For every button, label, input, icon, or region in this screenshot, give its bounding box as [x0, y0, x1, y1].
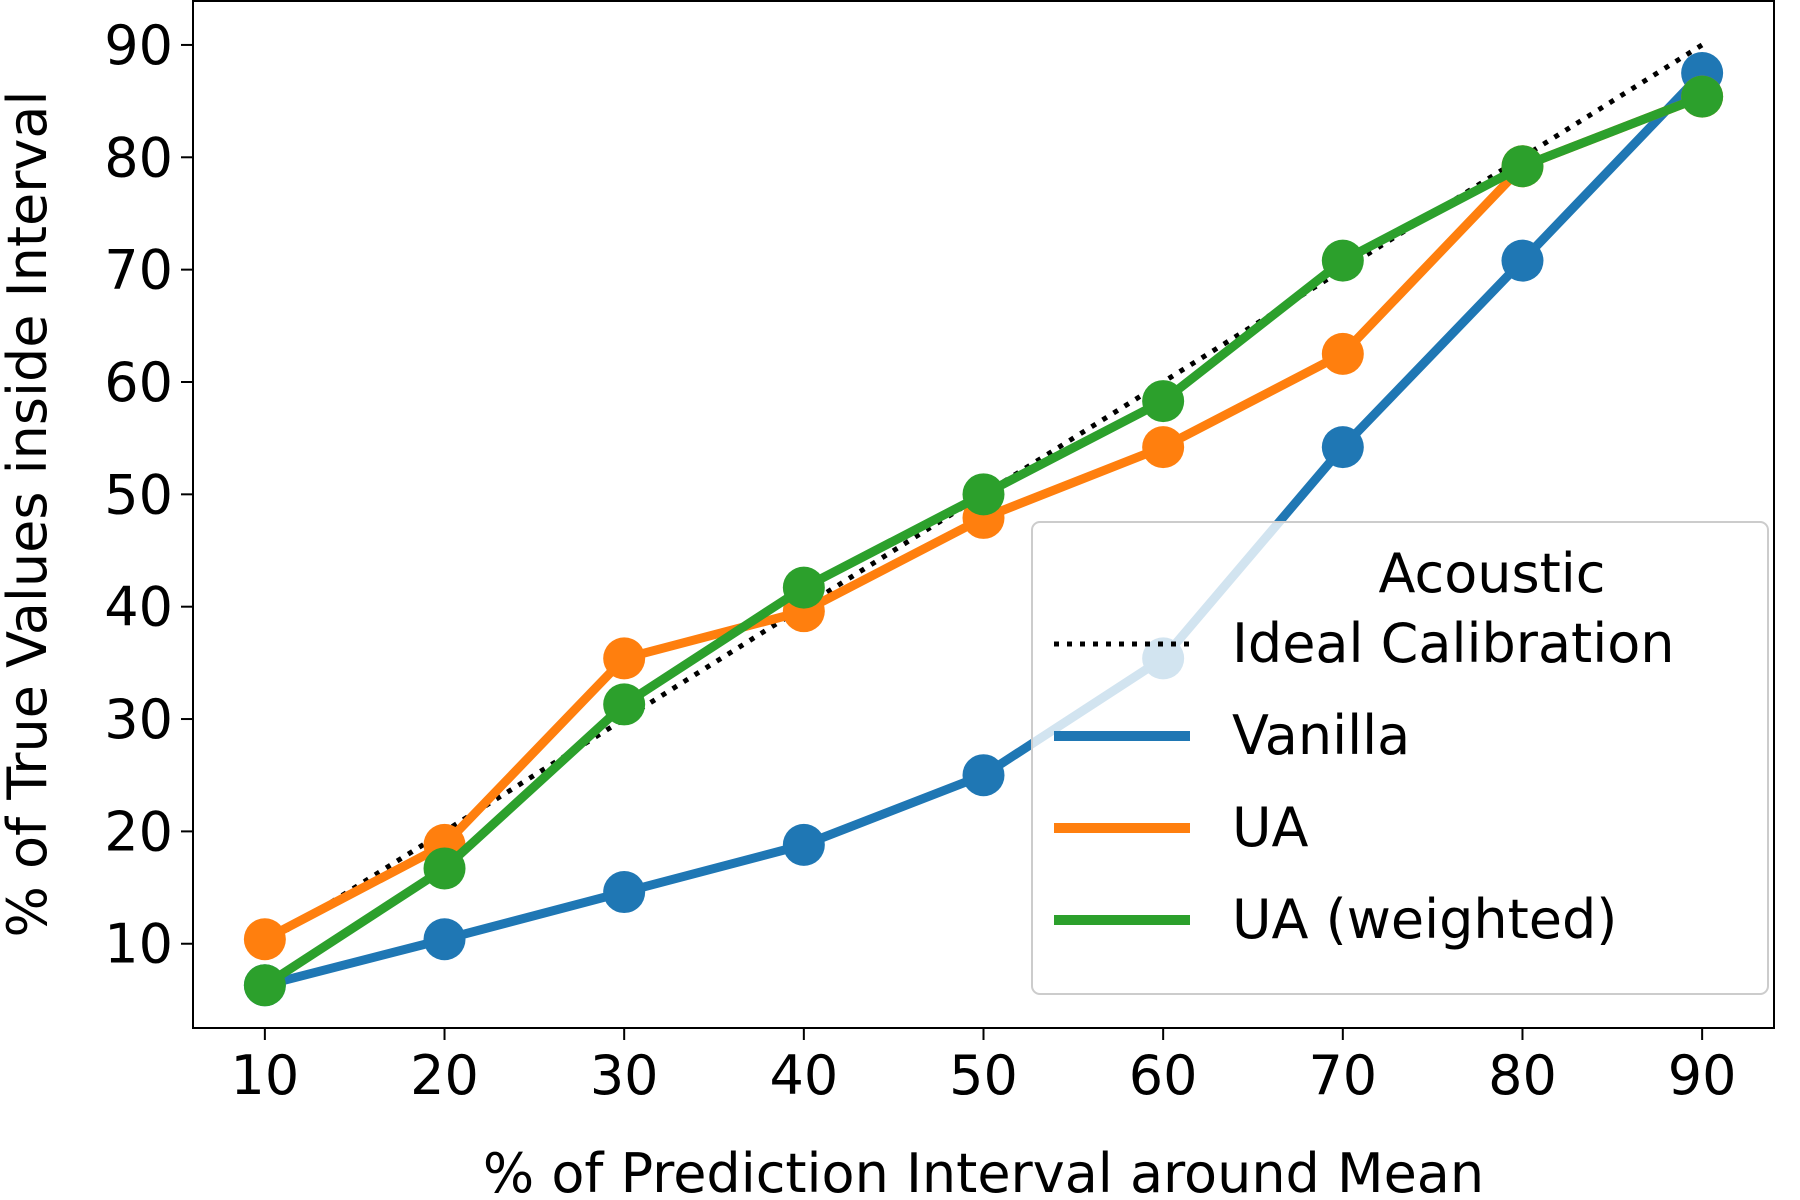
x-tick-label: 30	[590, 1044, 659, 1107]
data-point	[1501, 239, 1544, 282]
x-tick-label: 60	[1129, 1044, 1198, 1107]
data-point	[1321, 426, 1364, 469]
legend-entry: UA (weighted)	[1054, 888, 1617, 951]
x-tick-label: 80	[1488, 1044, 1557, 1107]
y-tick-label: 30	[104, 688, 173, 751]
legend-entry: Vanilla	[1054, 704, 1410, 767]
y-tick-label: 40	[104, 576, 173, 639]
data-point	[962, 473, 1005, 516]
data-point	[603, 871, 646, 914]
data-point	[1321, 239, 1364, 282]
legend-items: Ideal Calibration Vanilla UA UA (weighted)	[1054, 612, 1675, 951]
y-axis-ticks: 10 20 30 40 50 60 70 80 90	[104, 14, 193, 976]
legend-label: UA (weighted)	[1232, 888, 1617, 951]
data-point	[243, 964, 286, 1007]
data-point	[243, 918, 286, 961]
y-tick-label: 80	[104, 126, 173, 189]
data-point	[962, 754, 1005, 797]
legend: Acoustic Ideal Calibration Vanilla UA UA (w…	[1031, 521, 1769, 995]
data-point	[782, 823, 825, 866]
x-tick-label: 20	[410, 1044, 479, 1107]
legend-entry: Ideal Calibration	[1054, 612, 1675, 675]
data-point	[423, 918, 466, 961]
data-point	[1501, 145, 1544, 188]
legend-label: UA	[1232, 796, 1309, 859]
x-axis-label: % of Prediction Interval around Mean	[483, 1142, 1484, 1200]
data-point	[1142, 380, 1185, 423]
data-point	[603, 683, 646, 726]
y-tick-label: 90	[104, 14, 173, 77]
legend-label: Ideal Calibration	[1232, 612, 1675, 675]
series-3	[243, 75, 1724, 1007]
legend-box	[1031, 521, 1769, 995]
x-axis-ticks: 10 20 30 40 50 60 70 80 90	[231, 1028, 1737, 1107]
y-tick-label: 50	[104, 463, 173, 526]
data-point	[1321, 332, 1364, 375]
y-tick-label: 20	[104, 800, 173, 863]
x-tick-label: 90	[1668, 1044, 1737, 1107]
data-point	[603, 637, 646, 680]
y-tick-label: 70	[104, 239, 173, 302]
data-point	[423, 847, 466, 890]
data-point	[1681, 75, 1724, 118]
legend-entry: UA	[1054, 796, 1309, 859]
y-tick-label: 60	[104, 351, 173, 414]
data-point	[1142, 426, 1185, 469]
x-tick-label: 40	[769, 1044, 838, 1107]
x-tick-label: 50	[949, 1044, 1018, 1107]
x-tick-label: 10	[231, 1044, 300, 1107]
legend-title: Acoustic	[1379, 542, 1606, 605]
y-tick-label: 10	[104, 913, 173, 976]
y-axis-label: % of True Values inside Interval	[0, 91, 59, 938]
x-tick-label: 70	[1308, 1044, 1377, 1107]
legend-label: Vanilla	[1232, 704, 1410, 767]
data-point	[782, 566, 825, 609]
